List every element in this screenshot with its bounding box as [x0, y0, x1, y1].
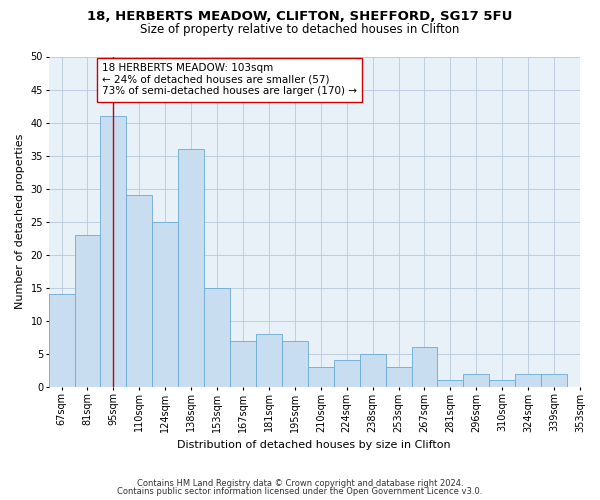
Bar — [49, 294, 74, 386]
Bar — [204, 288, 230, 386]
X-axis label: Distribution of detached houses by size in Clifton: Distribution of detached houses by size … — [178, 440, 451, 450]
Bar — [308, 367, 334, 386]
Text: Contains HM Land Registry data © Crown copyright and database right 2024.: Contains HM Land Registry data © Crown c… — [137, 478, 463, 488]
Bar — [127, 195, 152, 386]
Bar — [178, 149, 204, 386]
Bar — [282, 340, 308, 386]
Bar — [412, 347, 437, 387]
Bar — [489, 380, 515, 386]
Bar — [100, 116, 127, 386]
Bar — [515, 374, 541, 386]
Text: Contains public sector information licensed under the Open Government Licence v3: Contains public sector information licen… — [118, 487, 482, 496]
Bar — [74, 235, 100, 386]
Bar — [463, 374, 489, 386]
Text: Size of property relative to detached houses in Clifton: Size of property relative to detached ho… — [140, 22, 460, 36]
Bar — [152, 222, 178, 386]
Bar — [386, 367, 412, 386]
Text: 18 HERBERTS MEADOW: 103sqm
← 24% of detached houses are smaller (57)
73% of semi: 18 HERBERTS MEADOW: 103sqm ← 24% of deta… — [102, 63, 357, 96]
Text: 18, HERBERTS MEADOW, CLIFTON, SHEFFORD, SG17 5FU: 18, HERBERTS MEADOW, CLIFTON, SHEFFORD, … — [88, 10, 512, 23]
Bar — [359, 354, 386, 386]
Bar — [230, 340, 256, 386]
Bar — [437, 380, 463, 386]
Bar — [541, 374, 567, 386]
Bar — [334, 360, 359, 386]
Y-axis label: Number of detached properties: Number of detached properties — [15, 134, 25, 310]
Bar — [256, 334, 282, 386]
